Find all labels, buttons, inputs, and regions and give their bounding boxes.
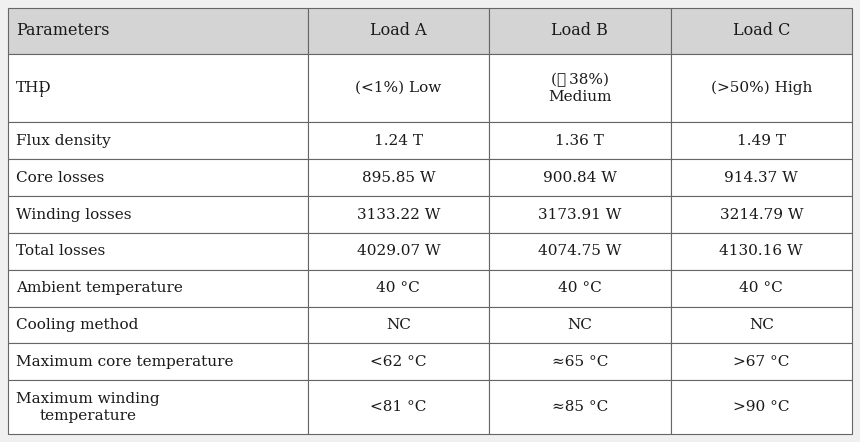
Text: Flux density: Flux density [16,134,111,148]
Bar [489,380,671,434]
Bar [489,196,671,233]
Text: 4074.75 W: 4074.75 W [538,244,622,259]
Bar [489,8,671,54]
Bar [489,122,671,159]
Bar [308,380,489,434]
Text: THD: THD [16,81,52,95]
Bar [308,54,489,122]
Text: 1.24 T: 1.24 T [374,134,423,148]
Bar [308,8,489,54]
Text: 4029.07 W: 4029.07 W [357,244,440,259]
Bar [8,307,308,343]
Bar [489,54,671,122]
Text: 1.49 T: 1.49 T [737,134,786,148]
Bar [308,343,489,380]
Text: 40 °C: 40 °C [377,281,421,295]
Text: Winding losses: Winding losses [16,208,132,221]
Bar [671,307,852,343]
Bar [671,54,852,122]
Bar [489,270,671,307]
Bar [671,8,852,54]
Bar [671,122,852,159]
Bar [8,196,308,233]
Bar [308,122,489,159]
Bar [489,233,671,270]
Bar [671,233,852,270]
Text: 4130.16 W: 4130.16 W [720,244,803,259]
Text: Parameters: Parameters [16,23,109,39]
Text: Core losses: Core losses [16,171,104,185]
Text: 3214.79 W: 3214.79 W [720,208,803,221]
Text: ≈65 °C: ≈65 °C [551,355,608,369]
Text: NC: NC [386,318,411,332]
Text: Maximum winding
temperature: Maximum winding temperature [16,392,160,423]
Text: 40 °C: 40 °C [558,281,602,295]
Bar [671,270,852,307]
Bar [8,270,308,307]
Text: Load B: Load B [551,23,608,39]
Text: Ambient temperature: Ambient temperature [16,281,183,295]
Bar [308,270,489,307]
Text: 3133.22 W: 3133.22 W [357,208,440,221]
Text: NC: NC [568,318,593,332]
Text: Load C: Load C [733,23,790,39]
Bar [308,233,489,270]
Text: Cooling method: Cooling method [16,318,138,332]
Text: Maximum core temperature: Maximum core temperature [16,355,234,369]
Text: 895.85 W: 895.85 W [361,171,435,185]
Bar [8,159,308,196]
Bar [8,343,308,380]
Text: >90 °C: >90 °C [733,400,789,414]
Text: (≅ 38%)
Medium: (≅ 38%) Medium [548,72,611,103]
Text: <62 °C: <62 °C [370,355,427,369]
Bar [489,307,671,343]
Bar [308,307,489,343]
Text: 3173.91 W: 3173.91 W [538,208,622,221]
Bar [308,159,489,196]
Bar [8,380,308,434]
Bar [489,159,671,196]
Text: >67 °C: >67 °C [733,355,789,369]
Bar [308,196,489,233]
Text: 914.37 W: 914.37 W [724,171,798,185]
Bar [8,8,308,54]
Bar [489,343,671,380]
Bar [8,54,308,122]
Text: 1.36 T: 1.36 T [556,134,605,148]
Bar [671,196,852,233]
Bar [671,380,852,434]
Bar [8,122,308,159]
Bar [671,343,852,380]
Text: Total losses: Total losses [16,244,105,259]
Text: i: i [39,87,43,99]
Text: (<1%) Low: (<1%) Low [355,81,441,95]
Text: Load A: Load A [370,23,427,39]
Text: ≈85 °C: ≈85 °C [551,400,608,414]
Text: (>50%) High: (>50%) High [710,81,812,95]
Text: <81 °C: <81 °C [370,400,427,414]
Bar [8,233,308,270]
Text: NC: NC [749,318,774,332]
Bar [671,159,852,196]
Text: 40 °C: 40 °C [740,281,783,295]
Text: 900.84 W: 900.84 W [543,171,617,185]
